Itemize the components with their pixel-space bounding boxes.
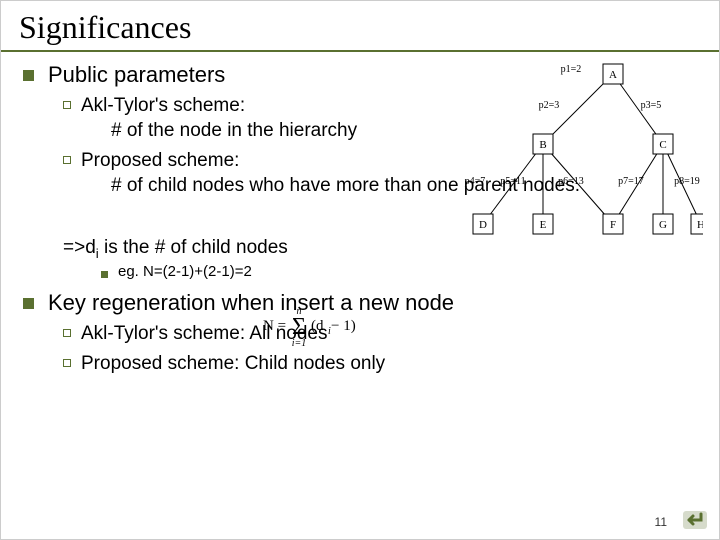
text-fragment: is the # of child nodes	[99, 237, 288, 258]
open-square-bullet-icon	[63, 329, 71, 337]
svg-text:p8=19: p8=19	[674, 176, 700, 187]
svg-text:(d: (d	[311, 318, 324, 334]
bullet-text: Akl-Tylor's scheme: # of the node in the…	[81, 94, 357, 143]
hierarchy-tree-diagram: p2=3 p3=5 p5=11 p6=13 p7=17 p8=19 p1=2 p4=7 A B C D…	[453, 56, 703, 246]
page-number: 11	[655, 515, 667, 529]
content-area: p2=3 p3=5 p5=11 p6=13 p7=17 p8=19 p1=2 p4=7 A B C D…	[1, 52, 719, 377]
open-square-bullet-icon	[63, 359, 71, 367]
slide-title: Significances	[19, 9, 701, 46]
svg-text:B: B	[539, 139, 546, 151]
svg-text:p2=3: p2=3	[539, 100, 560, 111]
svg-text:p7=17: p7=17	[618, 176, 644, 187]
text-line: # of the node in the hierarchy	[111, 120, 357, 141]
svg-text:D: D	[479, 219, 487, 231]
svg-text:G: G	[659, 219, 667, 231]
svg-text:− 1): − 1)	[331, 318, 356, 334]
svg-text:n: n	[297, 306, 302, 317]
square-bullet-icon	[23, 298, 34, 309]
bullet-text: Public parameters	[48, 62, 225, 88]
svg-text:F: F	[610, 219, 616, 231]
svg-text:p4=7: p4=7	[465, 176, 486, 187]
open-square-bullet-icon	[63, 156, 71, 164]
sub-bullet-akl-regen: Akl-Tylor's scheme: All nodes	[63, 322, 699, 347]
example-bullet: eg. N=(2-1)+(2-1)=2	[101, 263, 699, 280]
svg-text:E: E	[540, 219, 547, 231]
svg-text:A: A	[609, 69, 617, 81]
svg-text:H: H	[697, 219, 703, 231]
square-bullet-icon	[101, 271, 108, 278]
bullet-text: Key regeneration when insert a new node	[48, 290, 454, 316]
svg-text:p6=13: p6=13	[558, 176, 584, 187]
text-line: Proposed scheme:	[81, 150, 239, 171]
text-line: Akl-Tylor's scheme:	[81, 95, 245, 116]
summation-formula: N =Σni=1(di − 1)	[261, 304, 371, 348]
svg-text:N =: N =	[263, 318, 286, 334]
svg-text:i=1: i=1	[292, 338, 307, 348]
svg-text:C: C	[659, 139, 666, 151]
sub-bullet-proposed-regen: Proposed scheme: Child nodes only	[63, 352, 699, 377]
text-fragment: =>d	[63, 237, 96, 258]
bullet-text: eg. N=(2-1)+(2-1)=2	[118, 263, 252, 280]
svg-text:Σ: Σ	[292, 314, 306, 340]
square-bullet-icon	[23, 70, 34, 81]
svg-text:p5=11: p5=11	[500, 176, 525, 187]
return-nav-icon[interactable]	[681, 507, 709, 533]
svg-text:p1=2: p1=2	[561, 64, 582, 75]
open-square-bullet-icon	[63, 101, 71, 109]
bullet-text: Proposed scheme: Child nodes only	[81, 352, 385, 377]
svg-text:p3=5: p3=5	[641, 100, 662, 111]
